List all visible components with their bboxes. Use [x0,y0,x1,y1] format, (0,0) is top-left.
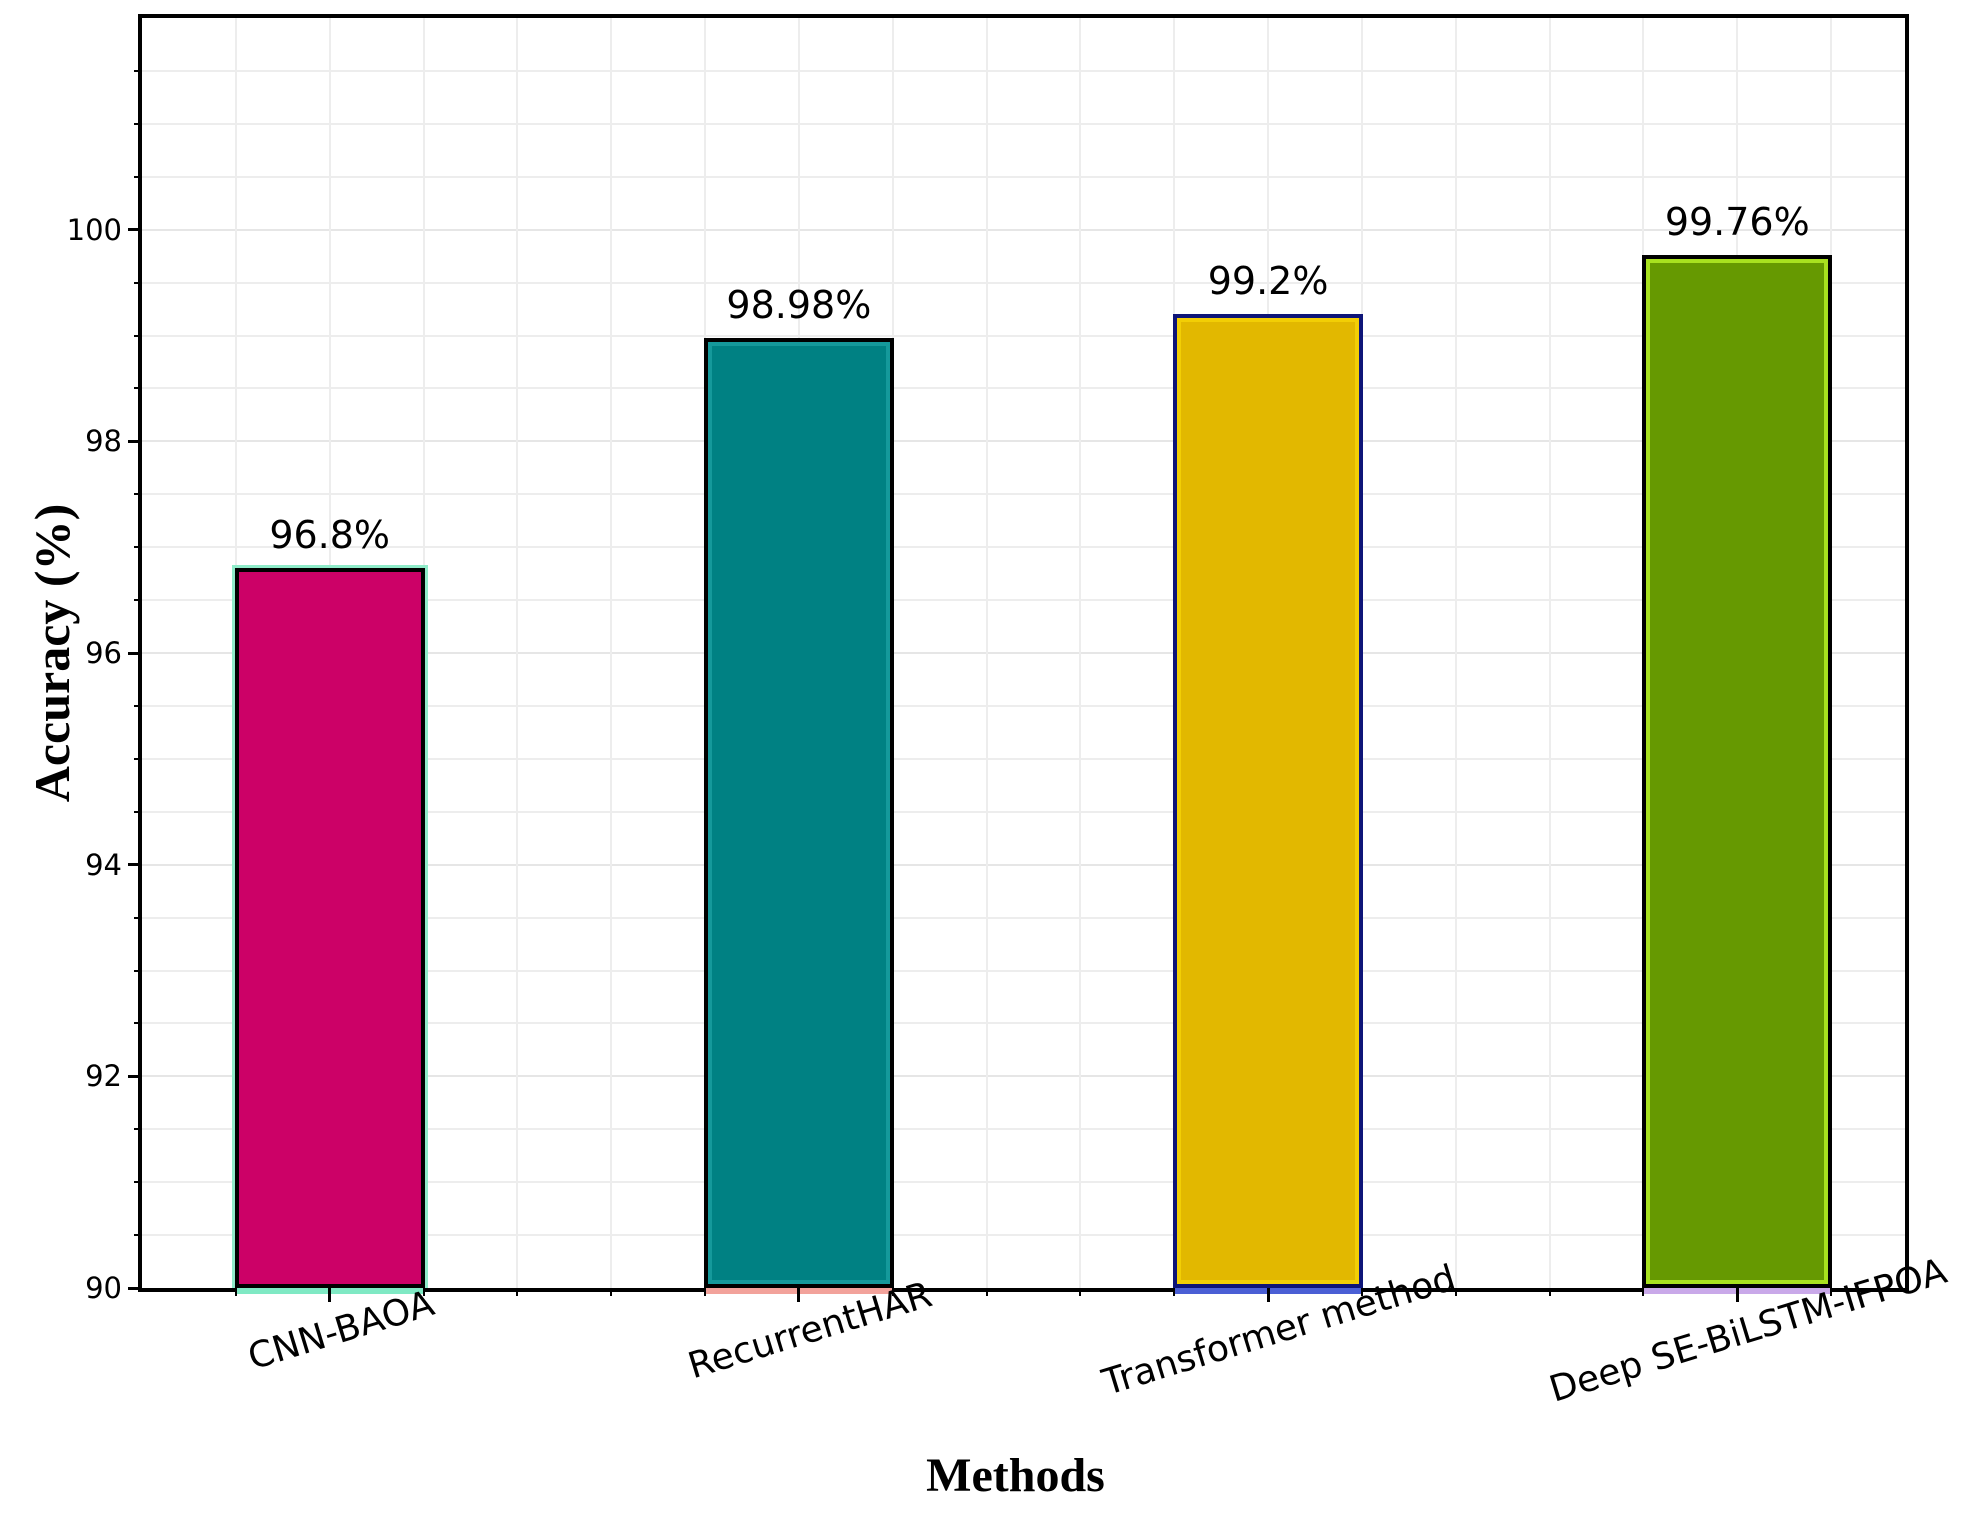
y-minor-tick [134,546,142,549]
x-major-tick [328,1288,332,1302]
y-minor-tick [134,1128,142,1131]
y-minor-tick [134,493,142,496]
h-gridline [142,387,1905,390]
h-gridline [142,1181,1905,1184]
x-minor-tick [1079,1288,1082,1296]
y-minor-tick [134,1234,142,1237]
h-gridline [142,757,1905,760]
h-gridline [142,810,1905,813]
h-gridline [142,440,1905,443]
x-minor-tick [704,1288,707,1296]
h-gridline [142,969,1905,972]
h-gridline [142,228,1905,231]
y-minor-tick [134,704,142,707]
x-minor-tick [1830,1288,1833,1296]
x-minor-tick [610,1288,613,1296]
y-minor-tick [134,969,142,972]
h-gridline [142,493,1905,496]
y-tick-label: 96 [85,636,122,671]
h-gridline [142,599,1905,602]
h-gridline [142,863,1905,866]
bar-value-label: 96.8% [269,513,391,558]
x-minor-tick [1642,1288,1645,1296]
y-major-tick [128,651,142,655]
h-gridline [142,122,1905,125]
x-major-tick [1735,1288,1739,1302]
x-minor-tick [1360,1288,1363,1296]
y-tick-label: 92 [85,1059,122,1094]
h-gridline [142,1234,1905,1237]
y-minor-tick [134,122,142,125]
h-gridline [142,69,1905,72]
h-gridline [142,175,1905,178]
bar-value-label: 99.76% [1664,200,1810,245]
x-minor-tick [1454,1288,1457,1296]
y-minor-tick [134,69,142,72]
h-gridline [142,334,1905,337]
bar [231,565,428,1291]
h-gridline [142,704,1905,707]
y-major-tick [128,228,142,232]
x-minor-tick [234,1288,237,1296]
v-gridline [516,18,519,1288]
x-minor-tick [516,1288,519,1296]
x-minor-tick [1173,1288,1176,1296]
y-axis-label: Accuracy (%) [24,503,80,803]
y-minor-tick [134,810,142,813]
y-tick-label: 94 [85,847,122,882]
y-major-tick [128,439,142,443]
y-minor-tick [134,1181,142,1184]
bar-value-label: 98.98% [726,282,872,327]
bar [1173,314,1364,1288]
v-gridline [985,18,988,1288]
h-gridline [142,1128,1905,1131]
v-gridline [1079,18,1082,1288]
v-gridline [1548,18,1551,1288]
v-gridline [1454,18,1457,1288]
y-tick-label: 100 [66,212,122,247]
x-major-tick [1266,1288,1270,1302]
y-tick-label: 98 [85,424,122,459]
y-minor-tick [134,757,142,760]
h-gridline [142,1022,1905,1025]
h-gridline [142,652,1905,655]
h-gridline [142,546,1905,549]
h-gridline [142,916,1905,919]
x-minor-tick [1548,1288,1551,1296]
v-gridline [610,18,613,1288]
x-axis-label: Methods [926,1449,1105,1502]
x-minor-tick [422,1288,425,1296]
y-major-tick [128,1286,142,1290]
h-gridline [142,281,1905,284]
y-tick-label: 90 [85,1271,122,1305]
x-minor-tick [985,1288,988,1296]
bar [1642,255,1833,1288]
x-tick-label: CNN-BAOA [243,1283,439,1379]
y-minor-tick [134,175,142,178]
y-minor-tick [134,916,142,919]
bar [703,337,894,1288]
bar-value-label: 99.2% [1207,259,1329,304]
x-major-tick [797,1288,801,1302]
x-minor-tick [891,1288,894,1296]
y-minor-tick [134,281,142,284]
y-major-tick [128,1074,142,1078]
y-minor-tick [134,599,142,602]
y-minor-tick [134,387,142,390]
y-minor-tick [134,1022,142,1025]
h-gridline [142,1075,1905,1078]
y-major-tick [128,863,142,867]
y-minor-tick [134,334,142,337]
